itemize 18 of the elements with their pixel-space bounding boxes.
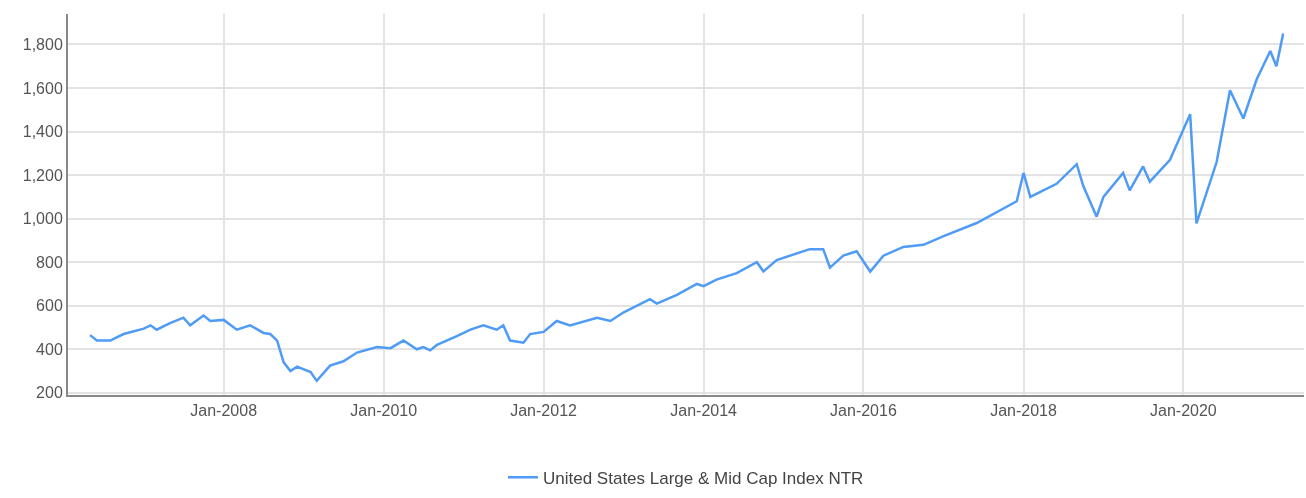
y-tick-label: 1,200 [22,166,63,184]
y-tick-label: 1,600 [22,79,63,97]
x-tick-label: Jan-2016 [830,402,897,420]
x-tick-label: Jan-2018 [990,402,1057,420]
y-tick-label: 600 [36,297,63,315]
y-tick-label: 1,800 [22,36,63,54]
line-series [88,32,1285,383]
y-tick-label: 400 [36,340,63,358]
y-tick-label: 800 [36,253,63,271]
x-tick-label: Jan-2010 [350,402,418,420]
x-tick-label: Jan-2008 [190,402,258,420]
x-tick-label: Jan-2014 [670,402,738,420]
x-tick-label: Jan-2020 [1150,402,1217,420]
x-tick-label: Jan-2012 [510,402,578,420]
y-tick-label: 1,400 [22,123,63,141]
y-tick-label: 200 [36,384,63,402]
legend-label: United States Large & Mid Cap Index NTR [543,468,864,488]
y-tick-label: 1,000 [22,210,63,228]
